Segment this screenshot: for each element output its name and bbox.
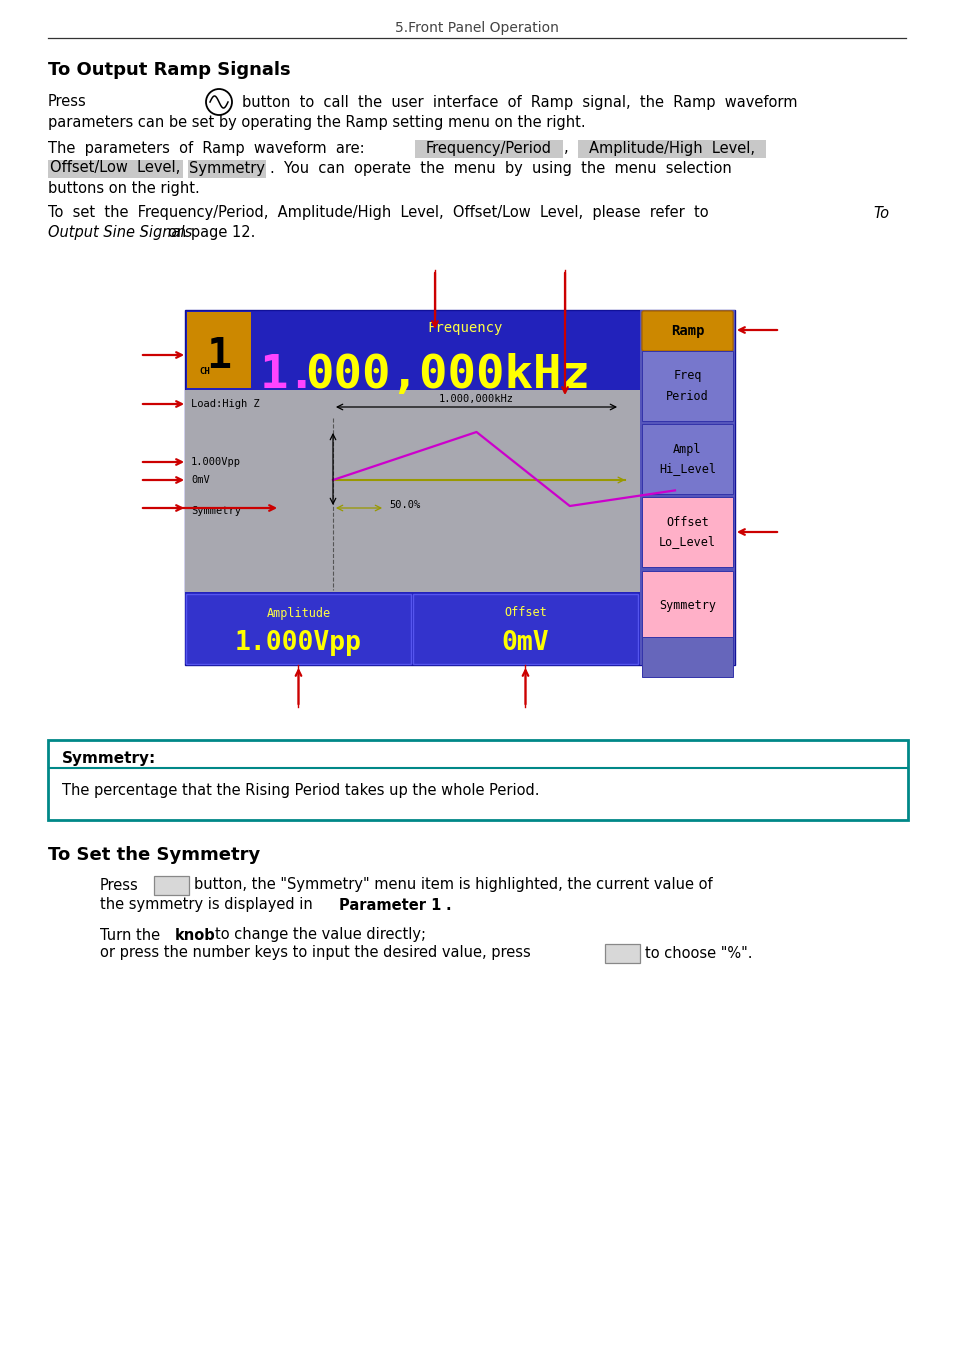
FancyBboxPatch shape <box>48 740 907 819</box>
Text: ,: , <box>563 140 568 155</box>
FancyBboxPatch shape <box>641 497 732 567</box>
Text: 50.0%: 50.0% <box>389 500 420 510</box>
Text: 0mV: 0mV <box>501 630 549 656</box>
Text: CH: CH <box>199 367 210 377</box>
FancyBboxPatch shape <box>641 424 732 494</box>
Text: to change the value directly;: to change the value directly; <box>214 927 426 942</box>
Text: 000,000kHz: 000,000kHz <box>305 352 589 397</box>
Text: Turn the: Turn the <box>100 927 165 942</box>
Text: To Set the Symmetry: To Set the Symmetry <box>48 846 260 864</box>
Text: Symmetry: Symmetry <box>659 599 716 613</box>
Text: Press: Press <box>100 878 138 892</box>
Text: on page 12.: on page 12. <box>168 225 255 240</box>
Text: 1: 1 <box>206 335 232 377</box>
FancyBboxPatch shape <box>604 944 639 963</box>
Text: button, the "Symmetry" menu item is highlighted, the current value of: button, the "Symmetry" menu item is high… <box>193 878 712 892</box>
FancyBboxPatch shape <box>48 161 183 178</box>
Text: Ramp: Ramp <box>670 324 703 338</box>
Text: buttons on the right.: buttons on the right. <box>48 181 199 196</box>
Text: to choose "%".: to choose "%". <box>644 945 752 960</box>
Text: Symmetry: Symmetry <box>191 506 241 516</box>
Text: Amplitude/High  Level,: Amplitude/High Level, <box>588 140 754 155</box>
FancyBboxPatch shape <box>185 390 639 593</box>
Text: The  parameters  of  Ramp  waveform  are:: The parameters of Ramp waveform are: <box>48 140 364 155</box>
Text: 1.000,000kHz: 1.000,000kHz <box>438 394 514 404</box>
Text: 0mV: 0mV <box>191 475 210 485</box>
Text: 1.: 1. <box>260 352 316 397</box>
Text: Amplitude: Amplitude <box>266 606 331 620</box>
FancyBboxPatch shape <box>185 310 734 666</box>
Text: The percentage that the Rising Period takes up the whole Period.: The percentage that the Rising Period ta… <box>62 783 539 798</box>
Text: 1.000Vpp: 1.000Vpp <box>234 630 361 656</box>
FancyBboxPatch shape <box>415 140 562 158</box>
FancyBboxPatch shape <box>578 140 765 158</box>
FancyBboxPatch shape <box>641 571 732 641</box>
Text: Frequency/Period: Frequency/Period <box>426 140 552 155</box>
FancyBboxPatch shape <box>185 593 639 664</box>
Text: To  set  the  Frequency/Period,  Amplitude/High  Level,  Offset/Low  Level,  ple: To set the Frequency/Period, Amplitude/H… <box>48 205 708 220</box>
Text: or press the number keys to input the desired value, press: or press the number keys to input the de… <box>100 945 530 960</box>
Text: Frequency: Frequency <box>427 321 502 335</box>
FancyBboxPatch shape <box>186 594 411 664</box>
Text: Hi_Level: Hi_Level <box>659 463 716 475</box>
Text: Symmetry:: Symmetry: <box>62 751 156 765</box>
Text: parameters can be set by operating the Ramp setting menu on the right.: parameters can be set by operating the R… <box>48 115 585 130</box>
FancyBboxPatch shape <box>413 594 638 664</box>
Text: To Output Ramp Signals: To Output Ramp Signals <box>48 61 291 80</box>
Text: Parameter 1: Parameter 1 <box>338 898 441 913</box>
FancyBboxPatch shape <box>641 637 732 676</box>
FancyBboxPatch shape <box>639 310 734 666</box>
FancyBboxPatch shape <box>153 876 189 895</box>
Text: Period: Period <box>665 390 708 402</box>
FancyBboxPatch shape <box>641 310 732 351</box>
Text: Freq: Freq <box>673 370 701 382</box>
Text: 1.000Vpp: 1.000Vpp <box>191 458 241 467</box>
FancyBboxPatch shape <box>641 351 732 421</box>
Text: Ampl: Ampl <box>673 443 701 455</box>
Text: Lo_Level: Lo_Level <box>659 536 716 548</box>
Text: Load:High Z: Load:High Z <box>191 400 259 409</box>
Text: the symmetry is displayed in: the symmetry is displayed in <box>100 898 317 913</box>
Text: Symmetry: Symmetry <box>189 161 265 176</box>
FancyBboxPatch shape <box>188 161 266 178</box>
Text: .  You  can  operate  the  menu  by  using  the  menu  selection: . You can operate the menu by using the … <box>270 161 731 176</box>
Text: knob: knob <box>174 927 215 942</box>
Text: Offset: Offset <box>665 516 708 528</box>
Text: To: To <box>872 205 888 220</box>
FancyBboxPatch shape <box>187 312 251 387</box>
Text: Output Sine Signals: Output Sine Signals <box>48 225 193 240</box>
Text: button  to  call  the  user  interface  of  Ramp  signal,  the  Ramp  waveform: button to call the user interface of Ram… <box>242 95 797 109</box>
Text: .: . <box>446 898 451 913</box>
Text: Press: Press <box>48 95 87 109</box>
Text: Offset: Offset <box>503 606 546 620</box>
Text: 5.Front Panel Operation: 5.Front Panel Operation <box>395 22 558 35</box>
Text: Offset/Low  Level,: Offset/Low Level, <box>51 161 180 176</box>
